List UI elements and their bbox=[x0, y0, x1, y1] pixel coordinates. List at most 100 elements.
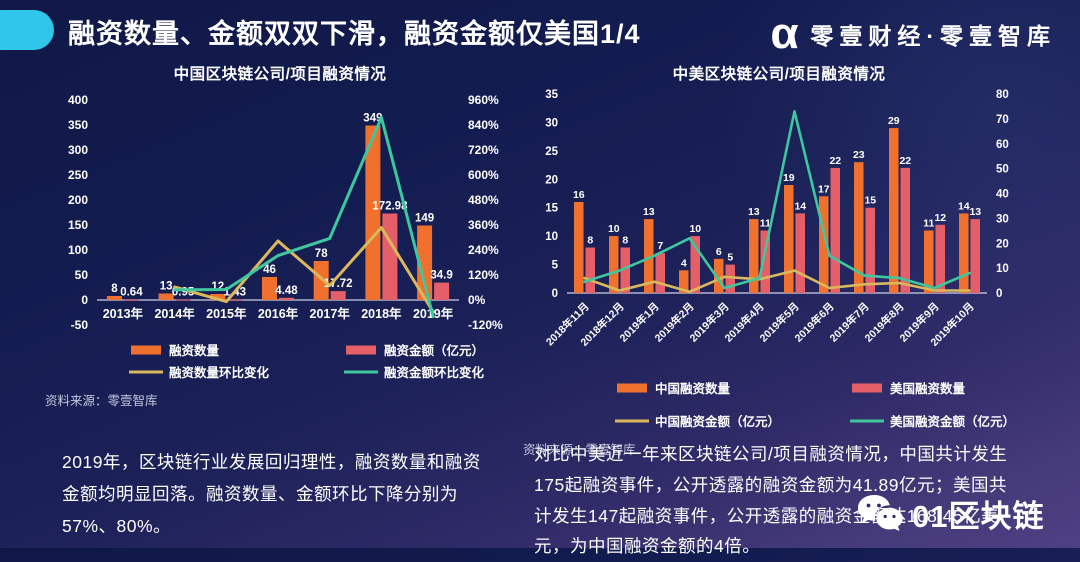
title-accent-pill bbox=[0, 10, 54, 50]
svg-text:720%: 720% bbox=[468, 143, 499, 157]
legend-label: 融资金额（亿元） bbox=[384, 344, 485, 358]
svg-text:200: 200 bbox=[68, 193, 88, 207]
legend-label: 美国融资金额（亿元） bbox=[890, 415, 1016, 429]
svg-text:-120%: -120% bbox=[468, 318, 503, 332]
svg-text:250: 250 bbox=[68, 168, 88, 182]
legend-swatch bbox=[617, 383, 647, 392]
svg-text:10: 10 bbox=[545, 231, 558, 243]
svg-text:4.48: 4.48 bbox=[275, 285, 298, 297]
svg-text:11: 11 bbox=[923, 218, 934, 230]
svg-text:480%: 480% bbox=[468, 193, 499, 207]
svg-text:30: 30 bbox=[996, 213, 1009, 225]
slide: 融资数量、金额双双下滑，融资金额仅美国1/4 α 零壹财经·零壹智库 中国区块链… bbox=[0, 0, 1080, 536]
legend-item-bar: 中国融资数量 bbox=[615, 378, 850, 397]
legend-label: 美国融资数量 bbox=[890, 382, 966, 396]
summary-note-china: 2019年，区块链行业发展回归理性，融资数量和融资金额均明显回落。融资数量、金额… bbox=[62, 452, 481, 536]
legend-item-line: 美国融资金额（亿元） bbox=[850, 411, 1035, 430]
svg-text:14: 14 bbox=[794, 200, 806, 212]
legend-label: 融资数量 bbox=[169, 344, 220, 358]
svg-text:13: 13 bbox=[643, 206, 655, 218]
svg-text:5: 5 bbox=[727, 252, 733, 264]
svg-text:12: 12 bbox=[934, 212, 946, 224]
svg-text:22: 22 bbox=[899, 155, 911, 167]
svg-text:0.64: 0.64 bbox=[120, 287, 143, 299]
svg-text:-50: -50 bbox=[71, 318, 89, 332]
svg-text:23: 23 bbox=[853, 149, 865, 161]
svg-text:17: 17 bbox=[818, 183, 830, 195]
svg-text:8: 8 bbox=[111, 283, 118, 295]
svg-text:840%: 840% bbox=[468, 118, 499, 132]
svg-text:120%: 120% bbox=[468, 268, 499, 282]
svg-text:0: 0 bbox=[996, 288, 1002, 300]
svg-text:4: 4 bbox=[681, 257, 687, 269]
svg-text:50: 50 bbox=[996, 164, 1009, 176]
svg-text:60: 60 bbox=[996, 139, 1009, 151]
legend-item-bar: 融资金额（亿元） bbox=[344, 340, 515, 359]
svg-text:349: 349 bbox=[363, 113, 382, 125]
legend-swatch bbox=[131, 345, 161, 354]
svg-text:20: 20 bbox=[545, 174, 558, 186]
legend-swatch bbox=[129, 370, 163, 373]
brand-logo-text: 零壹财经·零壹智库 bbox=[810, 23, 1056, 49]
legend-label: 融资金额环比变化 bbox=[384, 366, 485, 380]
page-title: 融资数量、金额双双下滑，融资金额仅美国1/4 bbox=[68, 19, 641, 49]
legend-label: 中国融资金额（亿元） bbox=[655, 415, 781, 429]
svg-text:0%: 0% bbox=[468, 293, 486, 307]
svg-text:25: 25 bbox=[545, 146, 558, 158]
svg-text:350: 350 bbox=[68, 118, 88, 132]
legend-swatch bbox=[852, 383, 882, 392]
svg-text:400: 400 bbox=[68, 93, 88, 107]
svg-text:46: 46 bbox=[263, 264, 276, 276]
alpha-logo-icon: α bbox=[770, 9, 800, 58]
legend-swatch bbox=[615, 419, 649, 422]
watermark-text: 01区块链 bbox=[912, 499, 1045, 534]
svg-text:5: 5 bbox=[552, 260, 559, 272]
china-us-chart-source: 资料来源：零壹智库 bbox=[523, 443, 636, 457]
svg-text:2017年: 2017年 bbox=[310, 306, 351, 321]
svg-text:14: 14 bbox=[958, 200, 970, 212]
svg-text:2013年: 2013年 bbox=[103, 306, 144, 321]
svg-text:13: 13 bbox=[160, 281, 173, 293]
svg-text:16: 16 bbox=[573, 189, 585, 201]
legend-swatch bbox=[344, 370, 378, 373]
china-financing-chart: 400 350 300 250 200 150 100 50 0 -50 960% 840% 720% 6… bbox=[68, 93, 503, 332]
wechat-icon bbox=[858, 494, 903, 531]
svg-text:600%: 600% bbox=[468, 168, 499, 182]
china-us-chart-panel: 中美区块链公司/项目融资情况 35 30 25 20 15 10 5 0 80 70 60 50 40 3… bbox=[523, 62, 1035, 458]
legend-item-bar: 融资数量 bbox=[129, 340, 344, 359]
svg-text:30: 30 bbox=[545, 117, 558, 129]
legend-item-bar: 美国融资数量 bbox=[850, 378, 1035, 397]
svg-text:10: 10 bbox=[996, 263, 1009, 275]
legend-swatch bbox=[346, 345, 376, 354]
svg-text:360%: 360% bbox=[468, 218, 499, 232]
china-us-chart-legend: 中国融资数量 美国融资数量中国融资金额（亿元） 美国融资金额（亿元） bbox=[523, 378, 1035, 430]
svg-text:80: 80 bbox=[996, 89, 1009, 101]
svg-text:2015年: 2015年 bbox=[206, 306, 247, 321]
brand-logo: α 零壹财经·零壹智库 bbox=[770, 9, 1056, 58]
svg-text:2014年: 2014年 bbox=[154, 306, 195, 321]
svg-text:11: 11 bbox=[760, 218, 771, 230]
svg-text:240%: 240% bbox=[468, 243, 499, 257]
svg-text:149: 149 bbox=[415, 213, 434, 225]
china-us-chart-title: 中美区块链公司/项目融资情况 bbox=[672, 66, 886, 83]
svg-text:12: 12 bbox=[211, 281, 224, 293]
svg-text:0: 0 bbox=[81, 293, 88, 307]
svg-text:40: 40 bbox=[996, 189, 1009, 201]
legend-item-line: 中国融资金额（亿元） bbox=[615, 411, 850, 430]
china-us-financing-chart: 3530252015105080706050403020100161013461… bbox=[543, 89, 1009, 349]
svg-text:17.72: 17.72 bbox=[324, 278, 353, 290]
svg-text:300: 300 bbox=[68, 143, 88, 157]
svg-text:0: 0 bbox=[552, 288, 558, 300]
svg-text:7: 7 bbox=[657, 240, 663, 252]
svg-text:2018年: 2018年 bbox=[361, 306, 402, 321]
svg-text:29: 29 bbox=[888, 115, 900, 127]
legend-label: 中国融资数量 bbox=[655, 382, 731, 396]
svg-text:13: 13 bbox=[748, 206, 760, 218]
svg-text:15: 15 bbox=[864, 195, 876, 207]
svg-text:13: 13 bbox=[969, 206, 981, 218]
svg-text:100: 100 bbox=[68, 243, 88, 257]
svg-text:172.98: 172.98 bbox=[372, 201, 408, 213]
svg-text:34.9: 34.9 bbox=[430, 270, 452, 282]
svg-text:150: 150 bbox=[68, 218, 88, 232]
svg-text:20: 20 bbox=[996, 238, 1009, 250]
